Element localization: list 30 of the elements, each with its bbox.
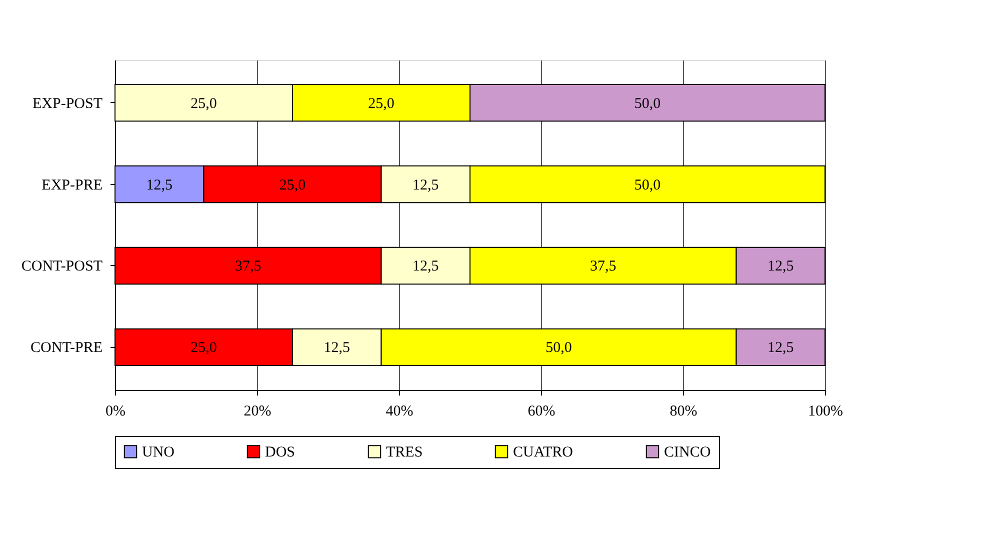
legend-label: CINCO [664, 444, 711, 461]
y-tick-label: EXP-POST [32, 96, 102, 112]
y-tick-label: CONT-POST [21, 258, 102, 275]
data-label: 25,0 [190, 340, 217, 356]
x-tick-label: 20% [244, 404, 272, 420]
legend-label: CUATRO [513, 444, 574, 461]
y-tick-label: EXP-PRE [42, 177, 102, 194]
x-tick-label: 60% [528, 404, 556, 420]
legend-label: TRES [386, 444, 423, 461]
data-label: 37,5 [590, 258, 616, 275]
data-label: 12,5 [768, 258, 794, 275]
data-label: 12,5 [146, 177, 172, 194]
data-label: 37,5 [235, 258, 262, 275]
data-label: 50,0 [546, 340, 572, 356]
data-label: 25,0 [279, 177, 306, 194]
y-tick-label: CONT-PRE [30, 340, 102, 356]
data-label: 50,0 [634, 96, 661, 112]
x-tick-label: 0% [106, 404, 126, 420]
x-tick-label: 100% [808, 404, 843, 420]
legend-label: DOS [265, 444, 296, 461]
data-label: 12,5 [412, 258, 439, 275]
data-label: 12,5 [412, 177, 439, 194]
data-label: 12,5 [324, 340, 350, 356]
data-label: 50,0 [634, 177, 661, 194]
data-label: 12,5 [768, 340, 794, 356]
data-label: 25,0 [190, 96, 217, 112]
x-tick-label: 40% [386, 404, 414, 420]
data-label: 25,0 [368, 96, 394, 112]
legend-label: UNO [142, 444, 175, 461]
x-tick-label: 80% [670, 404, 698, 420]
